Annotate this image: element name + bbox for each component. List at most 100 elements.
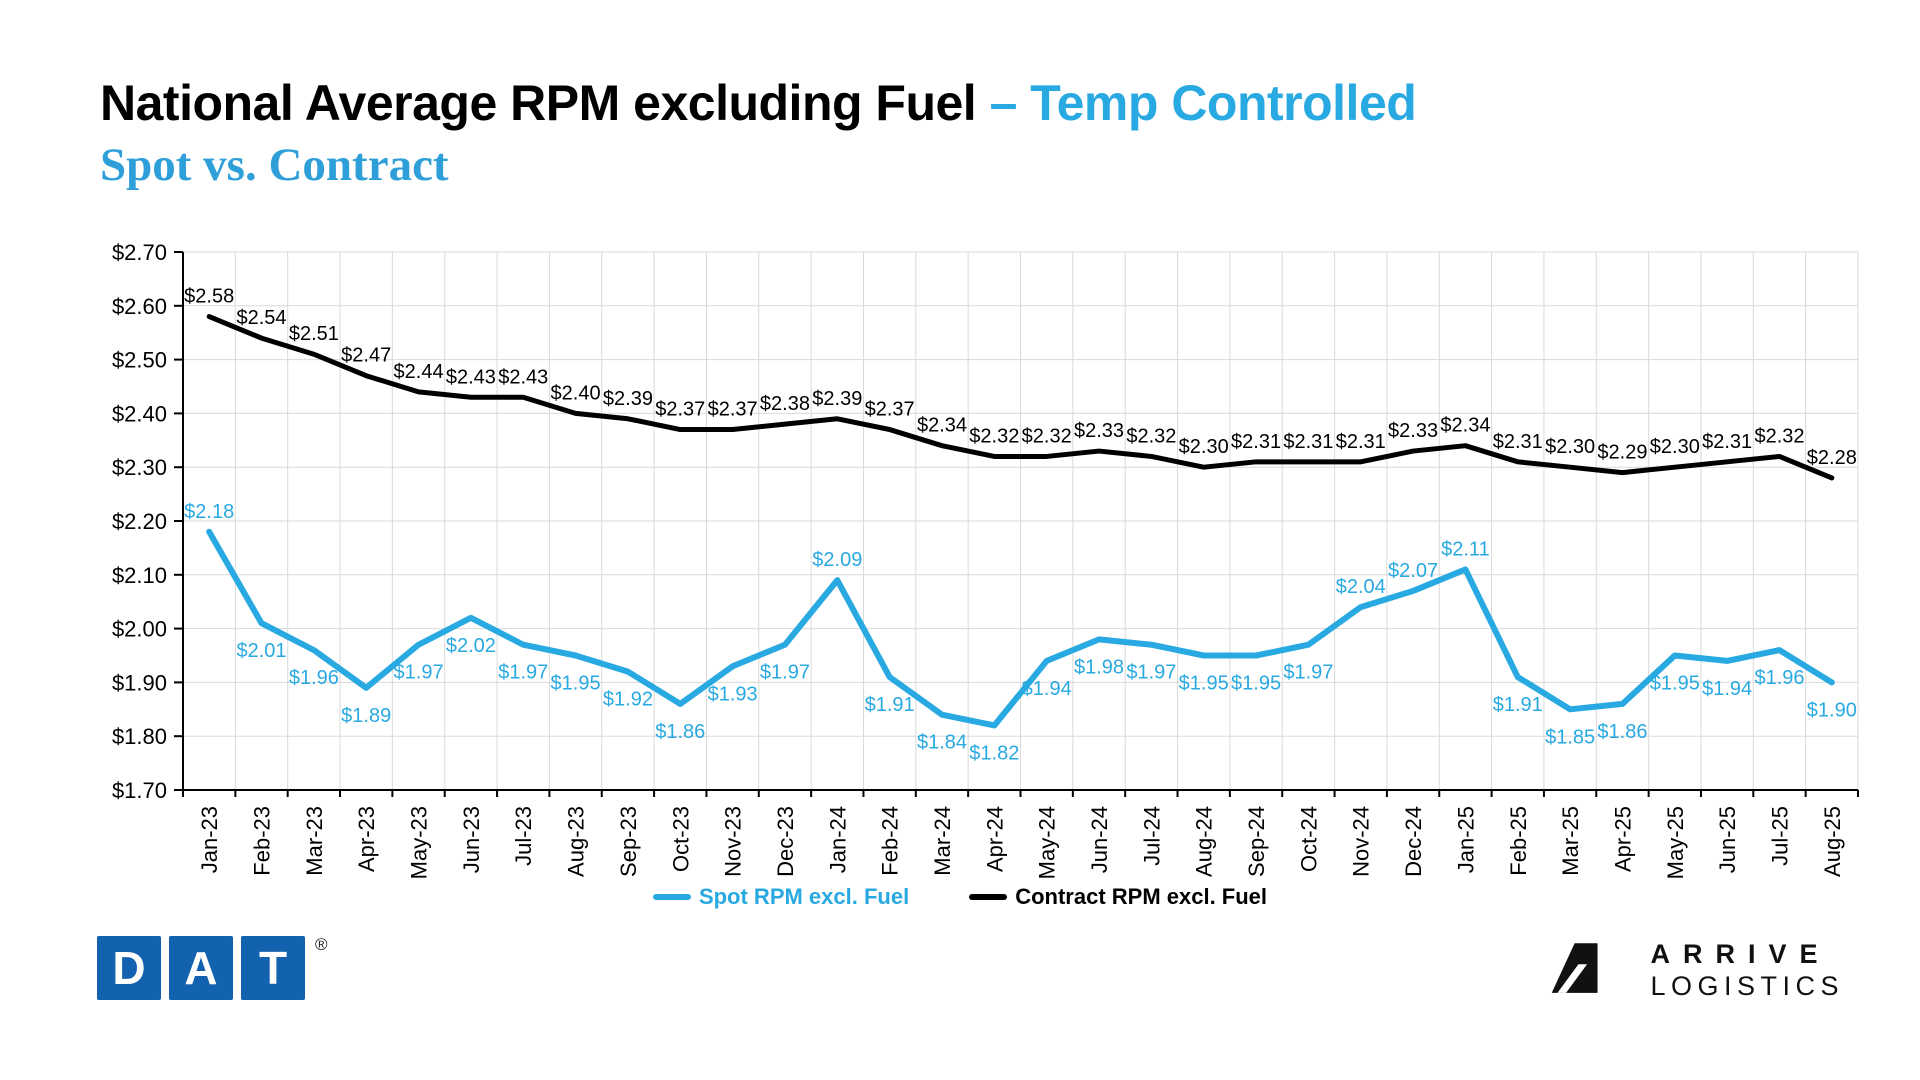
svg-text:$2.39: $2.39	[603, 388, 653, 410]
svg-text:May-24: May-24	[1035, 806, 1060, 879]
svg-text:Jul-25: Jul-25	[1767, 806, 1792, 866]
svg-text:May-23: May-23	[407, 806, 432, 879]
svg-text:$2.34: $2.34	[1440, 415, 1490, 437]
svg-text:$2.51: $2.51	[289, 323, 339, 345]
arrive-wordmark: ARRIVE LOGISTICS	[1650, 938, 1844, 1003]
svg-text:$2.39: $2.39	[812, 388, 862, 410]
svg-text:$2.40: $2.40	[551, 382, 601, 404]
svg-text:$1.95: $1.95	[1650, 673, 1700, 695]
svg-text:$2.40: $2.40	[112, 401, 167, 426]
chart-legend: Spot RPM excl. Fuel Contract RPM excl. F…	[0, 884, 1920, 910]
svg-text:Feb-24: Feb-24	[878, 806, 903, 876]
svg-text:$2.37: $2.37	[655, 399, 705, 421]
svg-text:$2.10: $2.10	[112, 563, 167, 588]
svg-text:$2.32: $2.32	[969, 425, 1019, 447]
arrive-line1: ARRIVE	[1650, 939, 1831, 969]
svg-text:$1.94: $1.94	[1702, 678, 1752, 700]
svg-text:Oct-24: Oct-24	[1296, 806, 1321, 872]
svg-text:May-25: May-25	[1663, 806, 1688, 879]
svg-text:Aug-23: Aug-23	[564, 806, 589, 877]
svg-text:$1.95: $1.95	[551, 673, 601, 695]
svg-text:$2.32: $2.32	[1126, 425, 1176, 447]
svg-text:$2.31: $2.31	[1336, 431, 1386, 453]
svg-text:$2.28: $2.28	[1807, 447, 1857, 469]
svg-text:$2.00: $2.00	[112, 617, 167, 642]
svg-text:$2.29: $2.29	[1597, 442, 1647, 464]
svg-text:Feb-25: Feb-25	[1506, 806, 1531, 876]
svg-text:$1.90: $1.90	[1807, 699, 1857, 721]
svg-text:$2.02: $2.02	[446, 635, 496, 657]
svg-text:Mar-25: Mar-25	[1558, 806, 1583, 876]
svg-text:$1.97: $1.97	[498, 662, 548, 684]
svg-text:$2.50: $2.50	[112, 348, 167, 373]
svg-text:Mar-23: Mar-23	[302, 806, 327, 876]
page-title: National Average RPM excluding Fuel – Te…	[100, 75, 1417, 131]
svg-text:Aug-24: Aug-24	[1192, 806, 1217, 877]
svg-text:$2.30: $2.30	[112, 455, 167, 480]
legend-item-contract: Contract RPM excl. Fuel	[969, 884, 1267, 910]
svg-text:$2.32: $2.32	[1754, 425, 1804, 447]
arrive-line2: LOGISTICS	[1650, 971, 1844, 1002]
dat-logo-letter-t: T	[241, 936, 305, 1000]
svg-text:Jan-24: Jan-24	[825, 806, 850, 873]
svg-text:$1.92: $1.92	[603, 689, 653, 711]
registered-mark: ®	[315, 935, 328, 954]
contract-line-swatch-icon	[969, 894, 1008, 900]
svg-text:Mar-24: Mar-24	[930, 806, 955, 876]
svg-text:$1.97: $1.97	[394, 662, 444, 684]
svg-text:$1.97: $1.97	[1126, 662, 1176, 684]
legend-label-contract: Contract RPM excl. Fuel	[1015, 884, 1268, 909]
svg-text:$1.97: $1.97	[1283, 662, 1333, 684]
svg-text:$1.70: $1.70	[112, 778, 167, 803]
header: National Average RPM excluding Fuel – Te…	[100, 75, 1417, 192]
svg-text:$2.31: $2.31	[1702, 431, 1752, 453]
svg-text:$2.31: $2.31	[1493, 431, 1543, 453]
svg-text:$1.91: $1.91	[865, 694, 915, 716]
svg-text:$2.20: $2.20	[112, 509, 167, 534]
svg-text:$2.54: $2.54	[236, 307, 286, 329]
svg-text:$1.80: $1.80	[112, 724, 167, 749]
svg-text:$1.93: $1.93	[708, 683, 758, 705]
svg-text:Oct-23: Oct-23	[668, 806, 693, 872]
dat-logo-letter-a: A	[169, 936, 233, 1000]
svg-text:Nov-23: Nov-23	[721, 806, 746, 877]
svg-text:Feb-23: Feb-23	[250, 806, 275, 876]
svg-text:$2.31: $2.31	[1231, 431, 1281, 453]
svg-text:$2.43: $2.43	[498, 366, 548, 388]
svg-text:Dec-23: Dec-23	[773, 806, 798, 877]
svg-text:$2.60: $2.60	[112, 294, 167, 319]
svg-text:$1.96: $1.96	[1754, 667, 1804, 689]
svg-text:$2.70: $2.70	[112, 240, 167, 265]
svg-text:Apr-23: Apr-23	[354, 806, 379, 872]
svg-text:$2.37: $2.37	[865, 399, 915, 421]
svg-text:Jan-25: Jan-25	[1453, 806, 1478, 873]
legend-label-spot: Spot RPM excl. Fuel	[698, 884, 910, 909]
svg-text:$2.07: $2.07	[1388, 560, 1438, 582]
svg-text:$2.38: $2.38	[760, 393, 810, 415]
svg-text:Nov-24: Nov-24	[1349, 806, 1374, 877]
title-accent: – Temp Controlled	[976, 75, 1417, 131]
svg-text:$2.33: $2.33	[1388, 420, 1438, 442]
svg-text:$2.33: $2.33	[1074, 420, 1124, 442]
svg-text:$2.30: $2.30	[1179, 436, 1229, 458]
svg-text:Apr-25: Apr-25	[1610, 806, 1635, 872]
svg-text:Jan-23: Jan-23	[197, 806, 222, 873]
svg-text:$1.86: $1.86	[655, 721, 705, 743]
dat-logo: D A T ®	[97, 936, 328, 1000]
svg-text:$1.95: $1.95	[1179, 673, 1229, 695]
arrive-logistics-logo: ARRIVE LOGISTICS	[1546, 938, 1844, 1003]
svg-text:$1.82: $1.82	[969, 742, 1019, 764]
svg-text:$2.04: $2.04	[1336, 576, 1386, 598]
legend-item-spot: Spot RPM excl. Fuel	[652, 884, 910, 910]
svg-text:Sep-24: Sep-24	[1244, 806, 1269, 877]
svg-text:$2.30: $2.30	[1650, 436, 1700, 458]
title-main: National Average RPM excluding Fuel	[100, 75, 977, 131]
page-subtitle: Spot vs. Contract	[100, 139, 449, 191]
svg-text:Jun-23: Jun-23	[459, 806, 484, 873]
svg-text:Dec-24: Dec-24	[1401, 806, 1426, 877]
dat-logo-letter-d: D	[97, 936, 161, 1000]
svg-text:$2.43: $2.43	[446, 366, 496, 388]
spot-line-swatch-icon	[652, 894, 691, 900]
svg-text:$1.95: $1.95	[1231, 673, 1281, 695]
